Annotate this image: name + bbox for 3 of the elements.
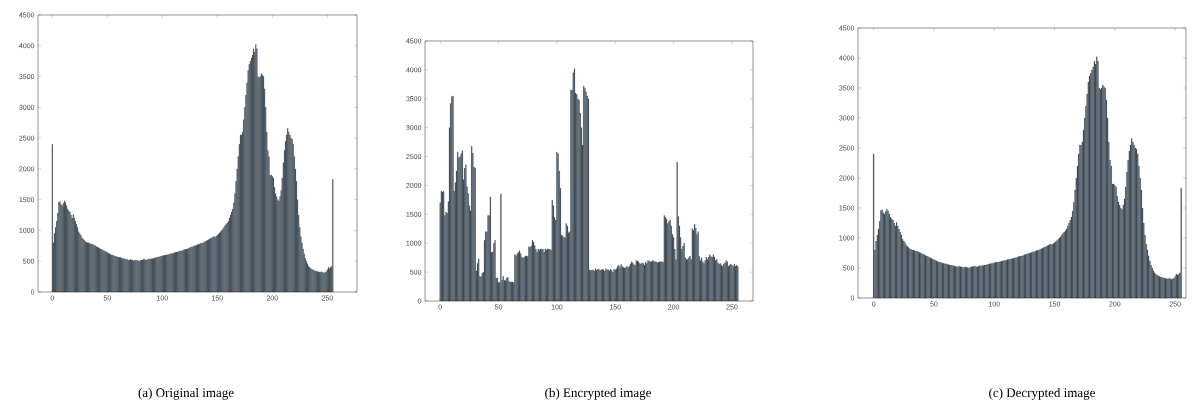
text: (b) Encrypted image [545, 387, 651, 400]
text: (a) Original image [138, 387, 234, 400]
text: (c) Decrypted image [989, 387, 1095, 400]
